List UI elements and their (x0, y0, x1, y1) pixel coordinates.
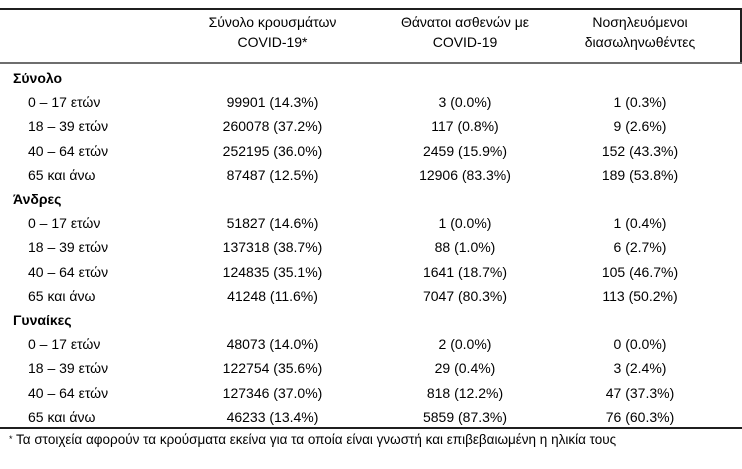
header-deaths: Θάνατοι ασθενών με COVID-19 (370, 12, 560, 52)
table-row: 0 – 17 ετών 99901 (14.3%) 3 (0.0%) 1 (0.… (0, 90, 720, 114)
age-label: 65 και άνω (28, 287, 96, 304)
cases-value: 87487 (12.5%) (226, 166, 319, 183)
age-label: 65 και άνω (28, 408, 96, 425)
table-row: 40 – 64 ετών 127346 (37.0%) 818 (12.2%) … (0, 380, 720, 404)
table-row: 18 – 39 ετών 260078 (37.2%) 117 (0.8%) 9… (0, 114, 720, 138)
cases-value: 99901 (14.3%) (226, 94, 319, 111)
intubated-value: 76 (60.3%) (605, 408, 675, 425)
age-label: 40 – 64 ετών (28, 142, 109, 159)
header-deaths-line1: Θάνατοι ασθενών με (400, 14, 530, 30)
intubated-value: 105 (46.7%) (601, 263, 679, 280)
age-label: 18 – 39 ετών (28, 360, 109, 377)
deaths-value: 12906 (83.3%) (419, 166, 511, 183)
cases-value: 124835 (35.1%) (222, 263, 323, 280)
deaths-value: 1641 (18.7%) (422, 263, 508, 280)
intubated-value: 152 (43.3%) (601, 142, 679, 159)
footnote-top-rule (0, 427, 742, 429)
cases-value: 51827 (14.6%) (226, 215, 319, 232)
header-intubated-line1: Νοσηλευόμενοι (592, 14, 688, 30)
table-row: 65 και άνω 46233 (13.4%) 5859 (87.3%) 76… (0, 405, 720, 429)
cases-value: 46233 (13.4%) (226, 408, 319, 425)
table-row: 65 και άνω 41248 (11.6%) 7047 (80.3%) 11… (0, 284, 720, 308)
table-top-rule (0, 8, 742, 10)
deaths-value: 1 (0.0%) (438, 215, 492, 232)
age-label: 0 – 17 ετών (28, 336, 101, 353)
deaths-value: 5859 (87.3%) (422, 408, 508, 425)
footnote: * Τα στοιχεία αφορούν τα κρούσματα εκείν… (9, 431, 739, 449)
deaths-value: 88 (1.0%) (434, 239, 496, 256)
header-total-cases-line2: COVID-19* (237, 34, 308, 50)
table-row: 18 – 39 ετών 137318 (38.7%) 88 (1.0%) 6 … (0, 235, 720, 259)
table-row: 40 – 64 ετών 252195 (36.0%) 2459 (15.9%)… (0, 139, 720, 163)
intubated-value: 3 (2.4%) (613, 360, 667, 377)
header-intubated-line2: διασωληνωθέντες (584, 34, 696, 50)
cases-value: 137318 (38.7%) (222, 239, 323, 256)
section-title-women: Γυναίκες (13, 311, 72, 328)
table-row: 0 – 17 ετών 51827 (14.6%) 1 (0.0%) 1 (0.… (0, 211, 720, 235)
footnote-text: Τα στοιχεία αφορούν τα κρούσματα εκείνα … (16, 432, 617, 447)
cases-value: 41248 (11.6%) (227, 287, 318, 304)
header-total-cases: Σύνολο κρουσμάτων COVID-19* (175, 12, 370, 52)
cases-value: 127346 (37.0%) (222, 384, 323, 401)
table-row: 18 – 39 ετών 122754 (35.6%) 29 (0.4%) 3 … (0, 356, 720, 380)
section-title-total: Σύνολο (13, 70, 63, 87)
deaths-value: 7047 (80.3%) (422, 287, 508, 304)
header-right-edge-rule (740, 8, 742, 64)
intubated-value: 0 (0.0%) (613, 336, 667, 353)
deaths-value: 3 (0.0%) (438, 94, 492, 111)
header-bottom-rule (0, 62, 742, 64)
intubated-value: 6 (2.7%) (613, 239, 667, 256)
deaths-value: 2459 (15.9%) (422, 142, 508, 159)
cases-value: 48073 (14.0%) (226, 336, 319, 353)
cases-value: 252195 (36.0%) (222, 142, 323, 159)
intubated-value: 189 (53.8%) (601, 166, 679, 183)
table-row: 65 και άνω 87487 (12.5%) 12906 (83.3%) 1… (0, 163, 720, 187)
intubated-value: 9 (2.6%) (613, 118, 667, 135)
cases-value: 260078 (37.2%) (222, 118, 323, 135)
section-title-men: Άνδρες (13, 191, 62, 208)
table-body: Σύνολο 0 – 17 ετών 99901 (14.3%) 3 (0.0%… (0, 64, 742, 428)
table-header-row: Σύνολο κρουσμάτων COVID-19* Θάνατοι ασθε… (0, 12, 720, 52)
age-label: 0 – 17 ετών (28, 215, 101, 232)
age-label: 40 – 64 ετών (28, 263, 109, 280)
intubated-value: 47 (37.3%) (605, 384, 675, 401)
deaths-value: 818 (12.2%) (426, 384, 504, 401)
header-intubated: Νοσηλευόμενοι διασωληνωθέντες (560, 12, 720, 52)
intubated-value: 1 (0.4%) (613, 215, 667, 232)
age-label: 40 – 64 ετών (28, 384, 109, 401)
age-label: 65 και άνω (28, 166, 96, 183)
header-deaths-line2: COVID-19 (432, 34, 498, 50)
intubated-value: 113 (50.2%) (602, 287, 678, 304)
age-label: 18 – 39 ετών (28, 239, 109, 256)
deaths-value: 29 (0.4%) (434, 360, 496, 377)
footnote-marker: * (9, 434, 13, 444)
cases-value: 122754 (35.6%) (222, 360, 323, 377)
intubated-value: 1 (0.3%) (613, 94, 667, 111)
table-row: 40 – 64 ετών 124835 (35.1%) 1641 (18.7%)… (0, 260, 720, 284)
age-label: 18 – 39 ετών (28, 118, 109, 135)
age-label: 0 – 17 ετών (28, 94, 101, 111)
deaths-value: 2 (0.0%) (438, 336, 492, 353)
table-row: 0 – 17 ετών 48073 (14.0%) 2 (0.0%) 0 (0.… (0, 332, 720, 356)
header-total-cases-line1: Σύνολο κρουσμάτων (208, 14, 337, 30)
deaths-value: 117 (0.8%) (431, 118, 499, 135)
